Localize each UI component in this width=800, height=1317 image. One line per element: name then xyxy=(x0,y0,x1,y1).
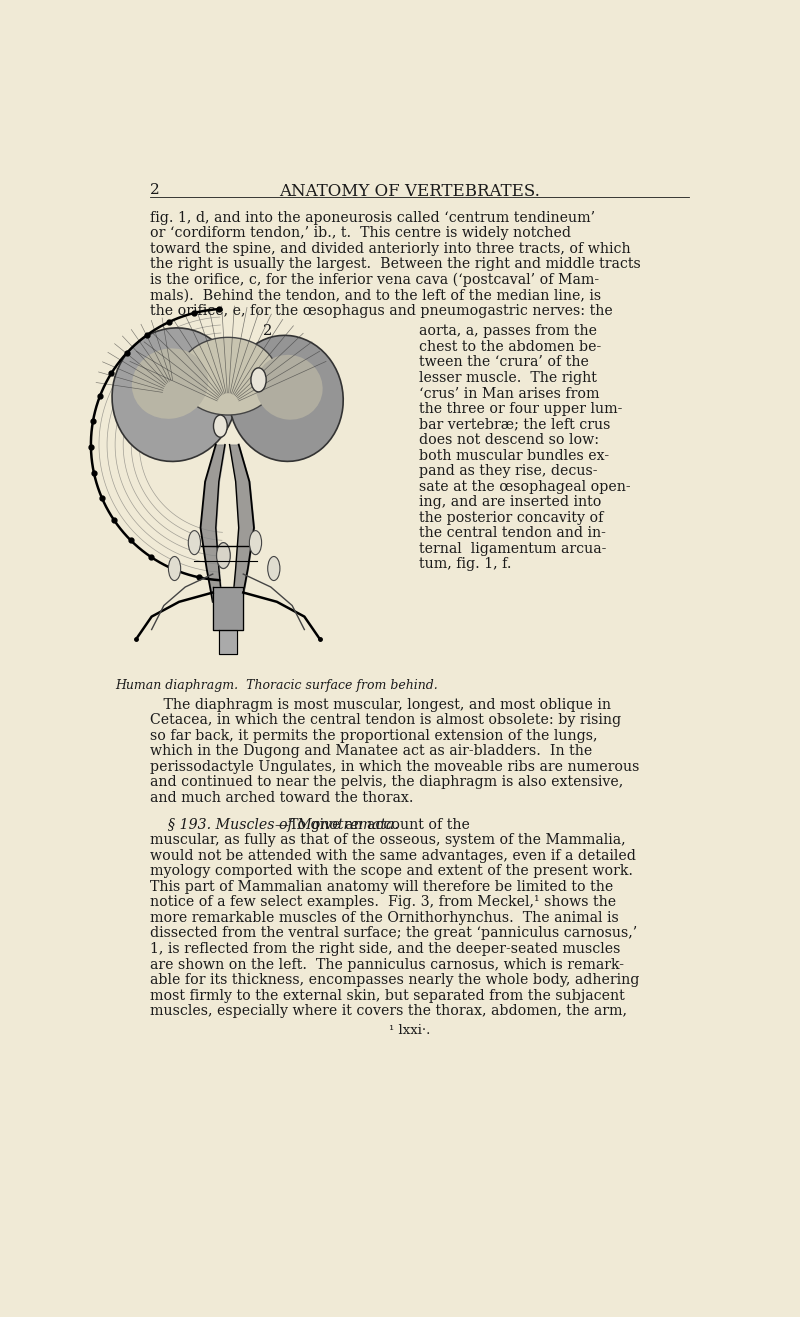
Text: or ‘cordiform tendon,’ ib., t.  This centre is widely notched: or ‘cordiform tendon,’ ib., t. This cent… xyxy=(150,227,570,240)
Text: pand as they rise, decus-: pand as they rise, decus- xyxy=(419,464,598,478)
Text: the posterior concavity of: the posterior concavity of xyxy=(419,511,604,524)
Text: and continued to near the pelvis, the diaphragm is also extensive,: and continued to near the pelvis, the di… xyxy=(150,776,623,789)
Text: so far back, it permits the proportional extension of the lungs,: so far back, it permits the proportional… xyxy=(150,728,597,743)
Text: ternal  ligamentum arcua-: ternal ligamentum arcua- xyxy=(419,541,606,556)
Text: which in the Dugong and Manatee act as air-bladders.  In the: which in the Dugong and Manatee act as a… xyxy=(150,744,592,759)
Text: bar vertebræ; the left crus: bar vertebræ; the left crus xyxy=(419,417,610,432)
Ellipse shape xyxy=(255,354,322,420)
Text: 2: 2 xyxy=(150,183,159,198)
Text: are shown on the left.  The panniculus carnosus, which is remark-: are shown on the left. The panniculus ca… xyxy=(150,957,624,972)
Text: 1, is reflected from the right side, and the deeper-seated muscles: 1, is reflected from the right side, and… xyxy=(150,942,620,956)
Polygon shape xyxy=(219,630,237,653)
Text: able for its thickness, encompasses nearly the whole body, adhering: able for its thickness, encompasses near… xyxy=(150,973,639,986)
Text: aorta, a, passes from the: aorta, a, passes from the xyxy=(419,324,598,338)
Text: Human diaphragm.  Thoracic surface from behind.: Human diaphragm. Thoracic surface from b… xyxy=(115,680,438,693)
Ellipse shape xyxy=(132,348,208,419)
Text: the central tendon and in-: the central tendon and in- xyxy=(419,527,606,540)
Ellipse shape xyxy=(214,415,227,437)
Text: The diaphragm is most muscular, longest, and most oblique in: The diaphragm is most muscular, longest,… xyxy=(150,698,610,711)
Ellipse shape xyxy=(178,337,278,415)
Text: the orifice, e, for the œsophagus and pneumogastric nerves: the: the orifice, e, for the œsophagus and pn… xyxy=(150,304,612,317)
Ellipse shape xyxy=(188,531,201,554)
Polygon shape xyxy=(213,587,243,630)
Text: muscles, especially where it covers the thorax, abdomen, the arm,: muscles, especially where it covers the … xyxy=(150,1004,626,1018)
Text: mals).  Behind the tendon, and to the left of the median line, is: mals). Behind the tendon, and to the lef… xyxy=(150,288,601,303)
Text: chest to the abdomen be-: chest to the abdomen be- xyxy=(419,340,602,354)
Text: both muscular bundles ex-: both muscular bundles ex- xyxy=(419,449,610,462)
Text: ‘crus’ in Man arises from: ‘crus’ in Man arises from xyxy=(419,386,600,400)
Ellipse shape xyxy=(250,531,262,554)
Text: notice of a few select examples.  Fig. 3, from Meckel,¹ shows the: notice of a few select examples. Fig. 3,… xyxy=(150,896,616,910)
Text: perissodactyle Ungulates, in which the moveable ribs are numerous: perissodactyle Ungulates, in which the m… xyxy=(150,760,639,773)
Ellipse shape xyxy=(229,336,343,461)
Ellipse shape xyxy=(251,367,266,392)
Text: This part of Mammalian anatomy will therefore be limited to the: This part of Mammalian anatomy will ther… xyxy=(150,880,613,894)
Text: is the orifice, c, for the inferior vena cava (‘postcaval’ of Mam-: is the orifice, c, for the inferior vena… xyxy=(150,273,598,287)
Text: myology comported with the scope and extent of the present work.: myology comported with the scope and ext… xyxy=(150,864,633,878)
Ellipse shape xyxy=(169,557,181,581)
Ellipse shape xyxy=(217,543,230,569)
Text: most firmly to the external skin, but separated from the subjacent: most firmly to the external skin, but se… xyxy=(150,989,624,1002)
Text: would not be attended with the same advantages, even if a detailed: would not be attended with the same adva… xyxy=(150,849,635,863)
Text: Cetacea, in which the central tendon is almost obsolete: by rising: Cetacea, in which the central tendon is … xyxy=(150,712,621,727)
Text: muscular, as fully as that of the osseous, system of the Mammalia,: muscular, as fully as that of the osseou… xyxy=(150,834,626,847)
Text: dissected from the ventral surface; the great ‘panniculus carnosus,’: dissected from the ventral surface; the … xyxy=(150,926,637,940)
Text: tween the ‘crura’ of the: tween the ‘crura’ of the xyxy=(419,356,589,370)
Text: sate at the œsophageal open-: sate at the œsophageal open- xyxy=(419,479,631,494)
Text: does not descend so low:: does not descend so low: xyxy=(419,433,599,446)
Text: ANATOMY OF VERTEBRATES.: ANATOMY OF VERTEBRATES. xyxy=(279,183,541,200)
Text: and much arched toward the thorax.: and much arched toward the thorax. xyxy=(150,790,413,805)
Text: ¹ lxxi·.: ¹ lxxi·. xyxy=(390,1025,430,1038)
Text: § 193. Muscles of Monotremata.: § 193. Muscles of Monotremata. xyxy=(150,818,398,832)
Text: ing, and are inserted into: ing, and are inserted into xyxy=(419,495,602,510)
Text: lesser muscle.  The right: lesser muscle. The right xyxy=(419,371,597,385)
Ellipse shape xyxy=(268,557,280,581)
Text: toward the spine, and divided anteriorly into three tracts, of which: toward the spine, and divided anteriorly… xyxy=(150,242,630,255)
Text: fig. 1, d, and into the aponeurosis called ‘centrum tendineum’: fig. 1, d, and into the aponeurosis call… xyxy=(150,211,594,225)
Ellipse shape xyxy=(112,328,237,461)
Text: 2: 2 xyxy=(262,324,272,338)
Text: the right is usually the largest.  Between the right and middle tracts: the right is usually the largest. Betwee… xyxy=(150,257,640,271)
Text: the three or four upper lum-: the three or four upper lum- xyxy=(419,402,622,416)
Text: —To give an account of the: —To give an account of the xyxy=(275,818,470,832)
Text: more remarkable muscles of the Ornithorhynchus.  The animal is: more remarkable muscles of the Ornithorh… xyxy=(150,911,618,925)
Text: tum, fig. 1, f.: tum, fig. 1, f. xyxy=(419,557,512,572)
